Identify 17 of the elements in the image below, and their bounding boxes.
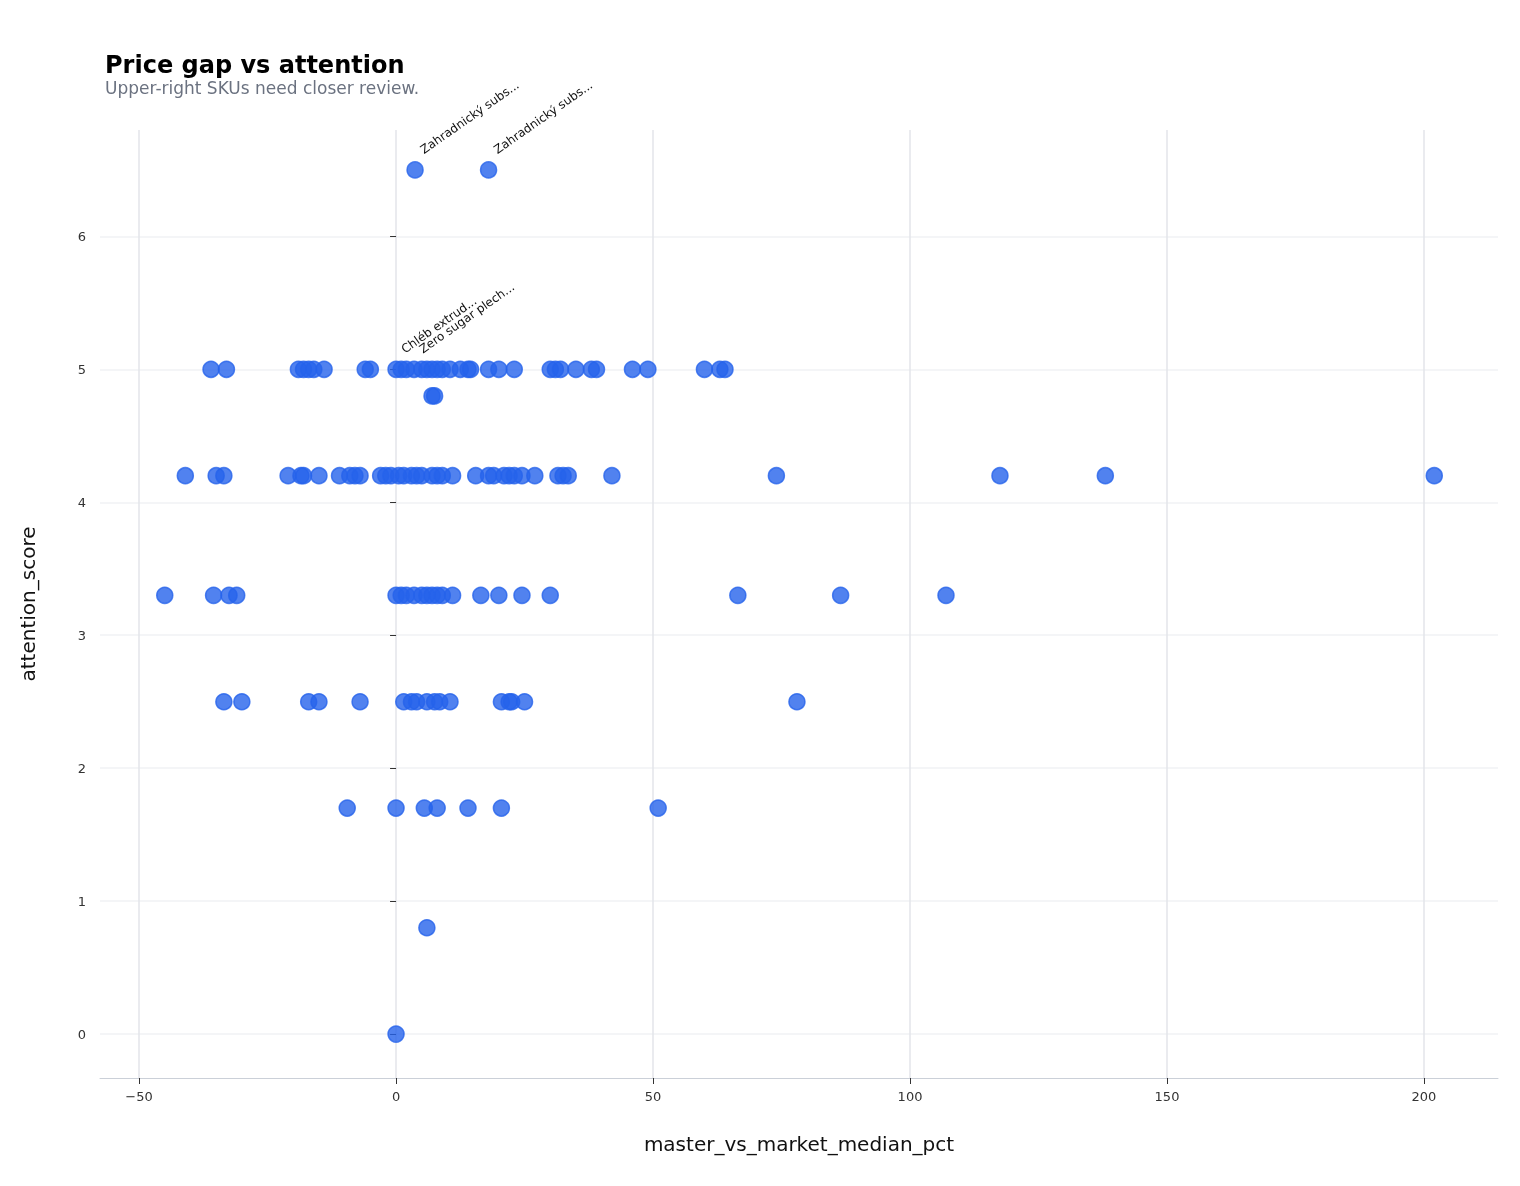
y-tick-label: 5 (77, 361, 86, 377)
x-tick-label: 200 (1411, 1089, 1437, 1104)
y-tick-label: 0 (77, 1026, 86, 1042)
chart-title: Price gap vs attention (105, 51, 405, 79)
x-tick-label: 100 (897, 1089, 923, 1104)
x-axis-title: master_vs_market_median_pct (643, 1132, 955, 1156)
y-tick-label: 1 (77, 893, 86, 909)
x-tick-label: 150 (1154, 1089, 1180, 1104)
y-tick-label: 6 (77, 228, 86, 244)
y-tick-label: 2 (77, 760, 86, 776)
y-axis-title: attention_score (16, 526, 40, 682)
x-tick-label: −50 (125, 1089, 153, 1104)
y-tick-label: 4 (77, 494, 86, 510)
y-tick-label: 3 (77, 627, 86, 643)
x-tick-label: 0 (391, 1089, 401, 1104)
x-tick-label: 50 (644, 1089, 662, 1104)
chart-subtitle: Upper-right SKUs need closer review. (105, 77, 420, 98)
